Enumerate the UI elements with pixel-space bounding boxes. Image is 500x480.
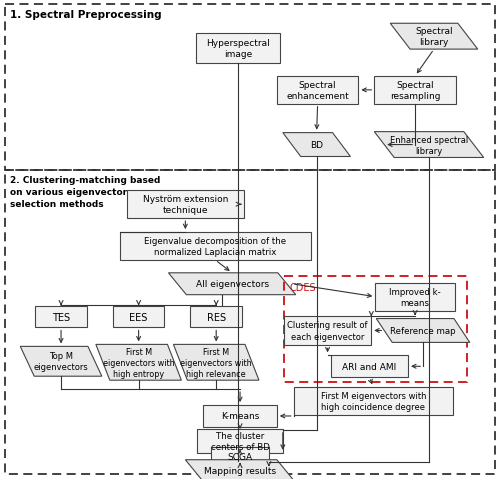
- Text: Spectral
enhancement: Spectral enhancement: [286, 81, 349, 101]
- Text: The cluster
centers of BD: The cluster centers of BD: [210, 431, 270, 451]
- Polygon shape: [168, 273, 296, 295]
- Text: All eigenvectors: All eigenvectors: [196, 280, 268, 288]
- Text: EES: EES: [130, 312, 148, 322]
- Polygon shape: [374, 132, 484, 158]
- Text: Clustering result of
each eigenvector: Clustering result of each eigenvector: [288, 321, 368, 341]
- Polygon shape: [96, 345, 182, 380]
- Polygon shape: [376, 319, 470, 343]
- Text: First M
eigenvectors with
high entropy: First M eigenvectors with high entropy: [103, 347, 174, 378]
- FancyBboxPatch shape: [113, 306, 164, 328]
- FancyBboxPatch shape: [376, 283, 455, 311]
- FancyBboxPatch shape: [190, 306, 242, 328]
- Polygon shape: [174, 345, 259, 380]
- FancyBboxPatch shape: [277, 77, 358, 105]
- Text: 1. Spectral Preprocessing: 1. Spectral Preprocessing: [10, 10, 162, 20]
- Text: Eigenvalue decomposition of the
normalized Laplacian matrix: Eigenvalue decomposition of the normaliz…: [144, 237, 286, 256]
- Text: Enhanced spectral
library: Enhanced spectral library: [390, 135, 468, 155]
- Text: Spectral
resampling: Spectral resampling: [390, 81, 440, 101]
- Text: First M eigenvectors with
high coincidence degree: First M eigenvectors with high coinciden…: [320, 391, 426, 411]
- FancyBboxPatch shape: [204, 405, 277, 427]
- Text: Spectral
library: Spectral library: [415, 27, 453, 47]
- Text: Mapping results: Mapping results: [204, 466, 276, 475]
- Text: Nyström extension
technique: Nyström extension technique: [142, 195, 228, 215]
- FancyBboxPatch shape: [196, 34, 280, 64]
- FancyBboxPatch shape: [330, 356, 408, 377]
- Text: K-means: K-means: [221, 412, 259, 420]
- Text: ARI and AMI: ARI and AMI: [342, 362, 396, 371]
- FancyBboxPatch shape: [374, 77, 456, 105]
- Text: Reference map: Reference map: [390, 326, 456, 335]
- Text: Hyperspectral
image: Hyperspectral image: [206, 39, 270, 59]
- FancyBboxPatch shape: [294, 387, 453, 415]
- Text: 2. Clustering-matching based
on various eigenvector
selection methods: 2. Clustering-matching based on various …: [10, 176, 160, 208]
- Text: Improved k-
means: Improved k- means: [389, 287, 441, 307]
- FancyBboxPatch shape: [35, 306, 87, 328]
- Text: SCGA: SCGA: [228, 452, 252, 461]
- Polygon shape: [20, 347, 102, 376]
- Text: RES: RES: [206, 312, 226, 322]
- Text: CDES: CDES: [290, 282, 316, 292]
- Text: TES: TES: [52, 312, 70, 322]
- FancyBboxPatch shape: [126, 191, 244, 219]
- FancyBboxPatch shape: [198, 429, 283, 453]
- Text: Top M
eigenvectors: Top M eigenvectors: [34, 351, 88, 372]
- Polygon shape: [390, 24, 478, 50]
- FancyBboxPatch shape: [284, 316, 372, 346]
- Text: First M
eigenvectors with
high relevance: First M eigenvectors with high relevance: [180, 347, 252, 378]
- FancyBboxPatch shape: [120, 232, 310, 260]
- Text: BD: BD: [310, 141, 323, 150]
- Polygon shape: [186, 460, 295, 480]
- Polygon shape: [283, 133, 350, 157]
- FancyBboxPatch shape: [211, 447, 269, 467]
